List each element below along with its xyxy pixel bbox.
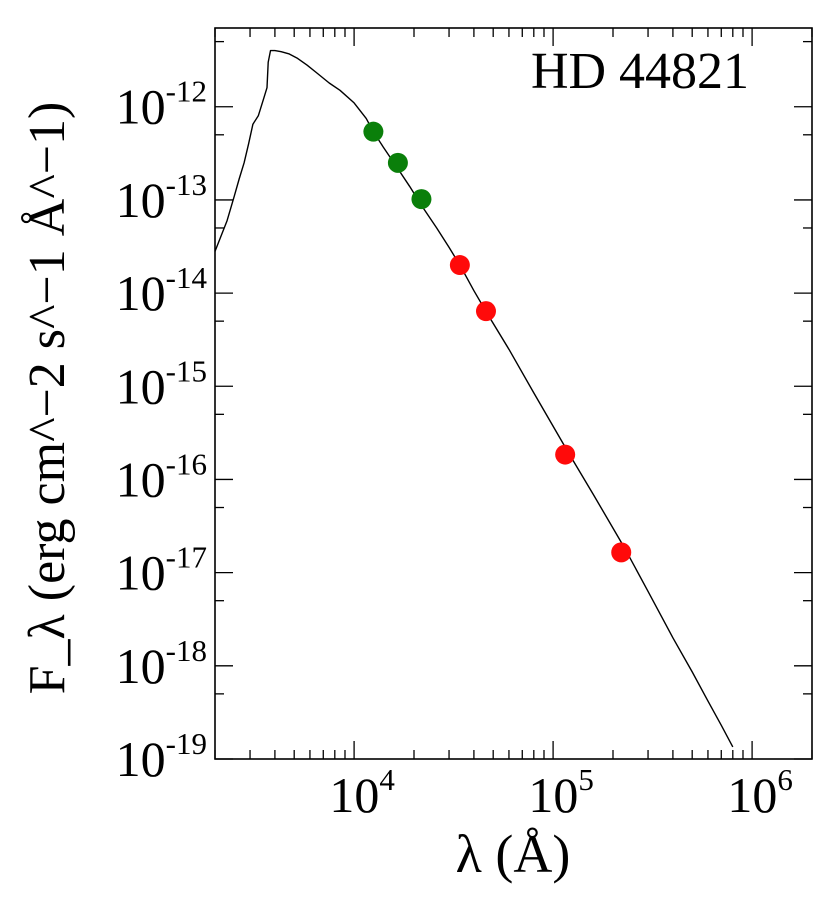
y-tick-labels: 10-12 10-13 10-14 10-15 10-16 10-17 10-18 10-19	[116, 74, 208, 787]
photometry-point	[387, 152, 408, 173]
y-tick-label: 10-14	[116, 260, 208, 321]
model-sed-curve	[214, 49, 734, 748]
y-tick-label: 10-17	[116, 540, 207, 601]
photometry-point	[363, 121, 384, 142]
y-tick-label: 10-18	[116, 633, 207, 694]
model-sed-layer	[214, 49, 734, 748]
photometry-point	[449, 255, 470, 276]
plot-frame	[214, 27, 813, 760]
chart-title: HD 44821	[531, 43, 749, 100]
photometry-point	[475, 301, 496, 322]
y-axis-label: F_λ (erg cm^−2 s^−1 Å^−1)	[19, 102, 76, 695]
y-tick-label: 10-15	[116, 353, 207, 414]
y-tick-label: 10-16	[116, 446, 207, 507]
photometry-point	[555, 444, 576, 465]
x-tick-label: 104	[329, 762, 395, 823]
x-tick-label: 106	[727, 762, 793, 823]
x-tick-labels: 104 105 106	[329, 762, 793, 823]
y-tick-label: 10-19	[116, 726, 207, 787]
photometry-points	[363, 121, 632, 563]
y-tick-label: 10-13	[116, 167, 207, 228]
photometry-point	[411, 189, 432, 210]
photometry-point	[611, 542, 632, 563]
x-axis-label: λ (Å)	[456, 824, 571, 884]
y-tick-label: 10-12	[116, 74, 207, 135]
x-tick-label: 105	[528, 762, 594, 823]
tick-marks	[214, 28, 813, 760]
